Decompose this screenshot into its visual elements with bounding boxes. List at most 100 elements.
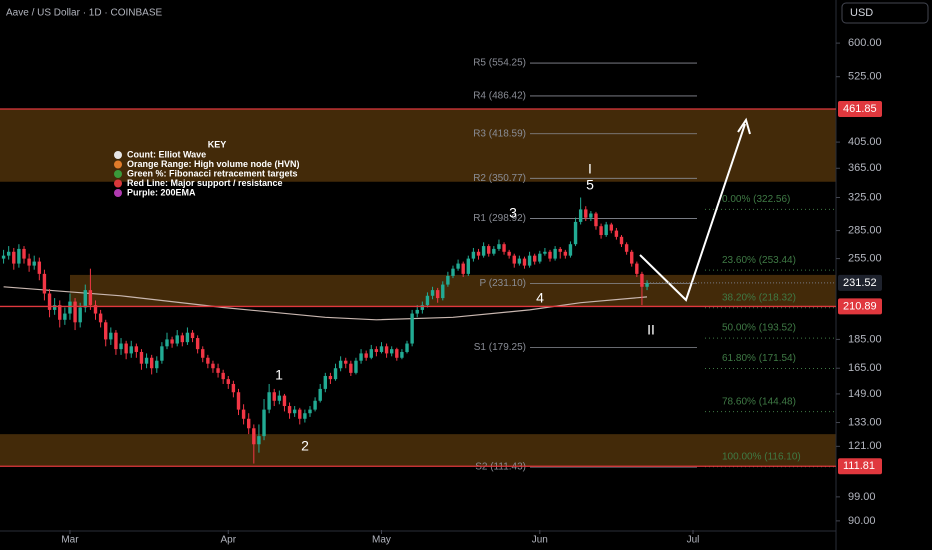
candle-body (303, 413, 307, 419)
wave-label: 2 (301, 438, 309, 454)
candle-body (441, 284, 445, 299)
candle-body (553, 248, 557, 259)
candle-body (22, 248, 26, 259)
pivot-label: S1 (179.25) (474, 342, 526, 353)
candle-body (395, 349, 399, 358)
candle-body (338, 360, 343, 369)
candle-body (517, 258, 522, 264)
candle-body (379, 346, 384, 352)
candle-body (88, 290, 93, 306)
candle-body (435, 290, 440, 299)
candle-body (98, 313, 103, 323)
fib-label: 100.00% (116.10) (722, 451, 801, 462)
fib-label: 0.00% (322.56) (722, 194, 790, 205)
candle-body (481, 246, 486, 256)
candle-body (185, 332, 190, 343)
key-title: KEY (208, 139, 227, 149)
projection-arrow (639, 123, 746, 302)
key-dot (114, 160, 122, 169)
candle-body (292, 409, 297, 414)
x-tick-label: Apr (220, 535, 236, 546)
candle-body (502, 244, 506, 252)
candle-body (231, 383, 236, 393)
candle-body (170, 339, 174, 344)
pivot-label: R3 (418.59) (473, 128, 526, 139)
candle-body (323, 375, 328, 389)
candle-body (446, 275, 450, 285)
fib-label: 61.80% (171.54) (722, 353, 796, 364)
wave-label: 3 (509, 205, 517, 221)
candle-body (492, 248, 496, 254)
candle-body (93, 305, 98, 314)
key-dot (114, 151, 122, 159)
candle-body (17, 248, 21, 264)
y-tick-label: 365.00 (848, 162, 882, 174)
candle-body (344, 360, 348, 364)
candle-body (1, 255, 6, 259)
candle-body (451, 268, 455, 276)
candle-body (415, 309, 419, 314)
candle-body (149, 357, 154, 369)
pivot-label: R4 (486.42) (473, 91, 526, 102)
candle-body (287, 406, 292, 414)
candle-body (129, 346, 133, 354)
candle-body (364, 353, 368, 358)
candle-body (466, 258, 471, 274)
level-price-box (838, 298, 882, 315)
hvn-zone (70, 274, 836, 307)
candle-body (175, 335, 179, 344)
candle-body (405, 343, 409, 352)
candle-body (298, 409, 302, 419)
candle-body (42, 273, 47, 294)
key-label: Orange Range: High volume node (HVN) (127, 159, 300, 169)
candle-body (221, 372, 225, 380)
candle-body (568, 244, 573, 256)
candle-body (58, 305, 62, 320)
candle-body (37, 261, 42, 274)
candle-body (599, 226, 603, 236)
hvn-zone (0, 434, 836, 467)
candle-body (538, 253, 542, 262)
candle-body (374, 349, 379, 352)
y-tick-label: 133.00 (848, 416, 882, 428)
candle-body (471, 251, 476, 259)
candle-body (425, 295, 430, 306)
hvn-zone (0, 109, 836, 182)
candle-body (226, 379, 230, 384)
zones (0, 109, 836, 467)
candle-body (527, 255, 532, 266)
wave-label: 4 (536, 290, 544, 306)
y-tick-label: 185.00 (848, 333, 882, 345)
candle-body (420, 305, 425, 310)
candle-body (119, 343, 123, 350)
candle-body (318, 388, 322, 401)
key-dot (114, 179, 122, 188)
candle-body (328, 375, 333, 380)
candle-body (313, 400, 317, 410)
key-label: Purple: 200EMA (127, 187, 196, 197)
candle-body (27, 258, 31, 266)
candle-body (487, 246, 491, 254)
candle-body (476, 251, 481, 256)
y-tick-label: 149.00 (848, 388, 882, 400)
candle-body (430, 290, 435, 296)
candle-body (349, 363, 353, 373)
pivot-label: R1 (298.92) (473, 213, 526, 224)
candle-body (211, 363, 215, 369)
candle-body (619, 236, 624, 245)
level-price-box (838, 101, 882, 118)
candle-body (384, 346, 389, 354)
currency-button[interactable] (841, 2, 929, 24)
candle-body (12, 251, 16, 264)
candle-body (333, 368, 338, 380)
currency[interactable]: USD (850, 7, 873, 19)
candle-body (155, 360, 159, 369)
candle-body (114, 332, 118, 350)
fib-label: 50.00% (193.52) (722, 323, 796, 334)
y-tick-label: 255.00 (848, 253, 882, 265)
candle-body (78, 307, 82, 323)
candle-body (180, 335, 185, 343)
candle-body (277, 395, 282, 401)
chart-title: Aave / US Dollar · 1D · COINBASE (6, 8, 162, 19)
candle-body (400, 351, 404, 358)
